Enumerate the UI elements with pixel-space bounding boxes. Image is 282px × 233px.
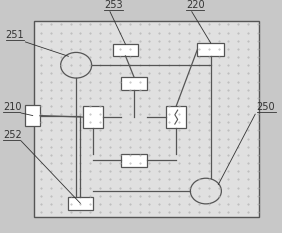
Text: 253: 253 [104,0,123,10]
Bar [121,154,147,167]
Text: 220: 220 [186,0,205,10]
Text: 252: 252 [3,130,21,140]
Bar [34,21,259,217]
Bar [83,106,103,128]
Bar [113,44,138,56]
Bar [166,106,186,128]
Text: 250: 250 [257,102,275,112]
Bar [25,105,40,126]
Text: 210: 210 [3,102,21,112]
Bar [68,197,93,210]
Bar [197,43,224,56]
Bar [121,77,147,90]
Text: 251: 251 [6,30,24,40]
